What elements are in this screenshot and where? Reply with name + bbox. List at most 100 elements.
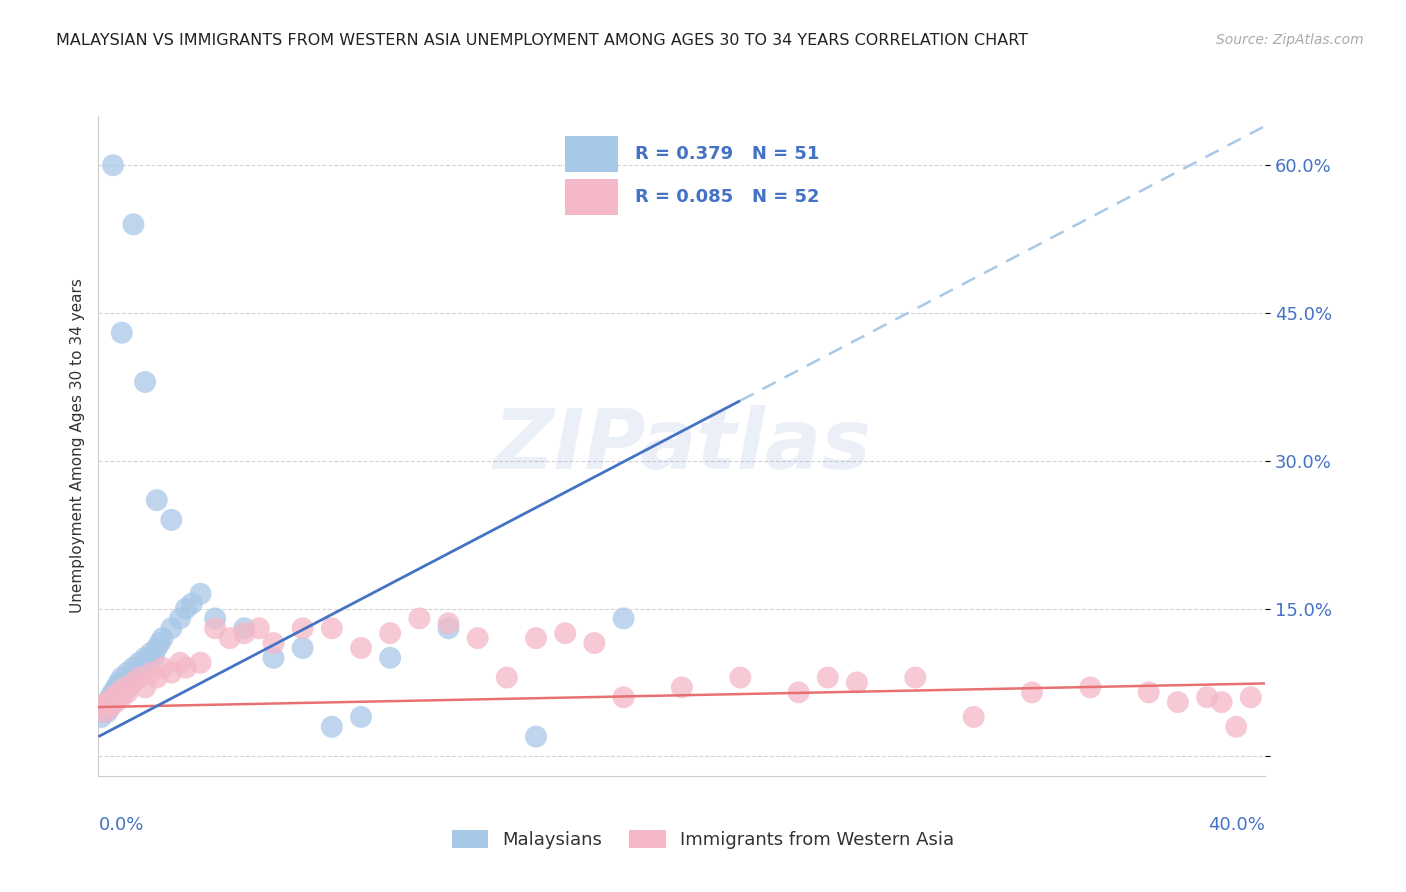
Point	[437, 621, 460, 635]
Text: Source: ZipAtlas.com: Source: ZipAtlas.com	[1216, 33, 1364, 47]
Point	[1240, 690, 1263, 705]
Point	[1137, 685, 1160, 699]
Point	[233, 621, 256, 635]
Point	[350, 640, 373, 655]
Point	[845, 675, 868, 690]
Point	[262, 650, 284, 665]
Point	[122, 217, 145, 231]
Point	[174, 661, 197, 675]
Point	[350, 710, 373, 724]
Point	[169, 611, 191, 625]
Text: R = 0.085   N = 52: R = 0.085 N = 52	[636, 188, 820, 206]
Point	[111, 681, 134, 695]
Point	[104, 695, 127, 709]
Point	[93, 705, 115, 719]
Point	[122, 661, 145, 675]
Point	[136, 656, 159, 670]
Point	[524, 730, 547, 744]
Point	[134, 375, 156, 389]
Point	[495, 671, 517, 685]
Point	[93, 705, 115, 719]
Point	[101, 690, 124, 705]
Point	[1021, 685, 1043, 699]
Point	[190, 587, 212, 601]
Point	[108, 685, 131, 699]
Point	[190, 656, 212, 670]
Point	[160, 513, 183, 527]
Point	[152, 631, 174, 645]
Point	[101, 695, 124, 709]
Point	[554, 626, 576, 640]
Text: MALAYSIAN VS IMMIGRANTS FROM WESTERN ASIA UNEMPLOYMENT AMONG AGES 30 TO 34 YEARS: MALAYSIAN VS IMMIGRANTS FROM WESTERN ASI…	[56, 33, 1028, 47]
Point	[96, 695, 118, 709]
Point	[174, 601, 197, 615]
Point	[117, 681, 139, 695]
Point	[98, 700, 121, 714]
Point	[139, 665, 162, 680]
Point	[291, 640, 314, 655]
Point	[117, 685, 139, 699]
Point	[378, 626, 402, 640]
Point	[787, 685, 810, 699]
Bar	[565, 136, 617, 172]
Point	[467, 631, 489, 645]
Point	[122, 675, 145, 690]
Point	[962, 710, 984, 724]
Point	[291, 621, 314, 635]
Point	[378, 650, 402, 665]
Point	[247, 621, 270, 635]
Point	[93, 700, 115, 714]
Point	[152, 661, 174, 675]
Point	[262, 636, 284, 650]
Point	[146, 493, 169, 508]
Point	[104, 681, 127, 695]
Point	[96, 695, 118, 709]
Point	[98, 690, 121, 705]
Point	[139, 646, 162, 660]
Point	[96, 705, 118, 719]
Legend: Malaysians, Immigrants from Western Asia: Malaysians, Immigrants from Western Asia	[444, 822, 962, 856]
Point	[114, 681, 136, 695]
Point	[321, 720, 343, 734]
Point	[204, 621, 226, 635]
Point	[321, 621, 343, 635]
Point	[131, 661, 153, 675]
Point	[120, 671, 142, 685]
Point	[1225, 720, 1247, 734]
Point	[160, 665, 183, 680]
Point	[114, 675, 136, 690]
Point	[1167, 695, 1189, 709]
Point	[524, 631, 547, 645]
Point	[904, 671, 927, 685]
Point	[108, 685, 131, 699]
Point	[101, 158, 124, 172]
Point	[583, 636, 606, 650]
Point	[117, 665, 139, 680]
Point	[612, 611, 634, 625]
Point	[108, 675, 131, 690]
Point	[104, 690, 127, 705]
Point	[149, 636, 172, 650]
Point	[408, 611, 430, 625]
Point	[111, 671, 134, 685]
Bar	[565, 178, 617, 215]
Point	[111, 690, 134, 705]
Point	[128, 656, 150, 670]
Point	[111, 326, 134, 340]
Point	[437, 616, 460, 631]
Point	[169, 656, 191, 670]
Point	[134, 681, 156, 695]
Y-axis label: Unemployment Among Ages 30 to 34 years: Unemployment Among Ages 30 to 34 years	[69, 278, 84, 614]
Point	[612, 690, 634, 705]
Text: R = 0.379   N = 51: R = 0.379 N = 51	[636, 145, 820, 163]
Point	[1195, 690, 1218, 705]
Point	[146, 640, 169, 655]
Point	[728, 671, 751, 685]
Point	[204, 611, 226, 625]
Point	[1080, 681, 1102, 695]
Point	[101, 685, 124, 699]
Point	[1211, 695, 1233, 709]
Point	[671, 681, 693, 695]
Point	[98, 700, 121, 714]
Point	[90, 700, 112, 714]
